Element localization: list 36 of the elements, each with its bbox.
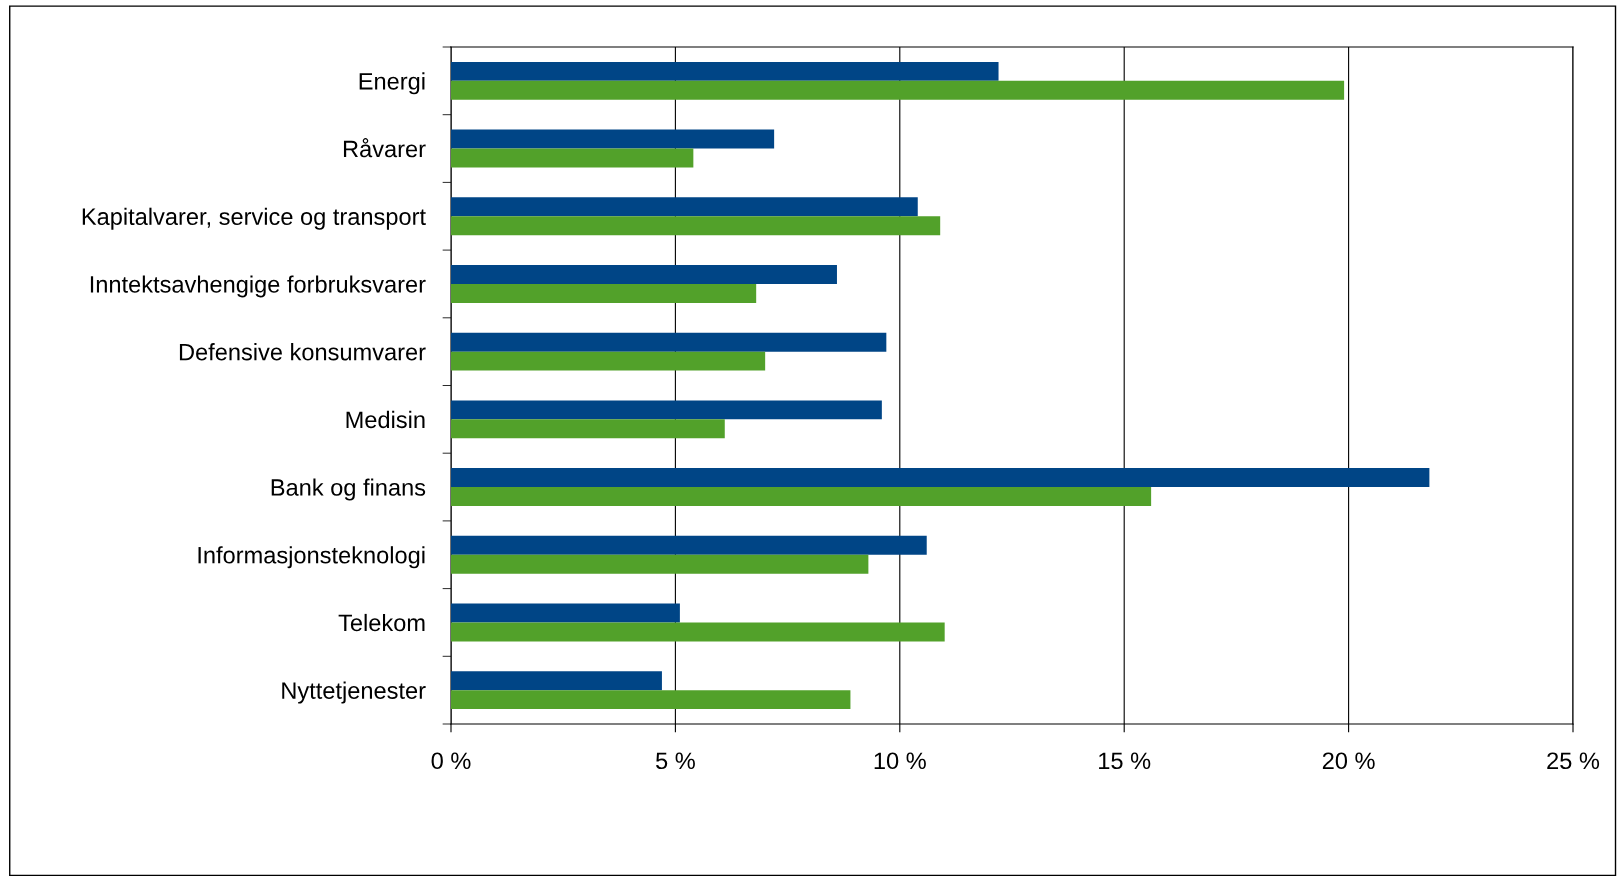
bar	[451, 535, 927, 555]
bar	[451, 129, 775, 149]
bar	[451, 351, 766, 371]
bar	[451, 197, 918, 217]
y-tick-label: Bank og finans	[271, 478, 426, 501]
x-tick-label: 25 %	[1547, 752, 1600, 770]
bar	[451, 264, 837, 284]
bar	[451, 332, 887, 352]
x-tick-label: 5 %	[656, 752, 695, 770]
bar	[451, 148, 694, 168]
bar	[451, 468, 1430, 488]
x-tick-label: 15 %	[1099, 752, 1151, 770]
bar	[451, 400, 882, 420]
y-tick-label: Defensive konsumvarer	[179, 343, 426, 361]
bar	[451, 603, 680, 623]
y-tick-label: Råvarer	[343, 138, 426, 158]
bar	[451, 671, 662, 691]
y-tick-label: Nyttetjenester	[282, 681, 426, 704]
bar	[451, 690, 851, 710]
bar	[451, 419, 725, 439]
bar	[451, 216, 941, 236]
y-tick-label: Informasjonsteknologi	[198, 546, 425, 569]
bar	[451, 487, 1152, 507]
x-tick-label: 0 %	[431, 752, 471, 770]
y-tick-label: Telekom	[338, 613, 425, 632]
y-tick-label: Inntektsavhengige forbruksvarer	[90, 275, 426, 298]
x-tick-label: 10 %	[874, 752, 926, 770]
bar	[451, 61, 999, 81]
bar	[451, 622, 945, 642]
y-tick-label: Kapitalvarer, service og transport	[82, 207, 426, 230]
y-tick-label: Energi	[359, 72, 425, 95]
x-tick-label: 20 %	[1322, 752, 1375, 770]
bar	[451, 80, 1345, 100]
bar	[451, 554, 869, 574]
y-tick-label: Medisin	[346, 410, 425, 429]
bar	[451, 283, 757, 303]
